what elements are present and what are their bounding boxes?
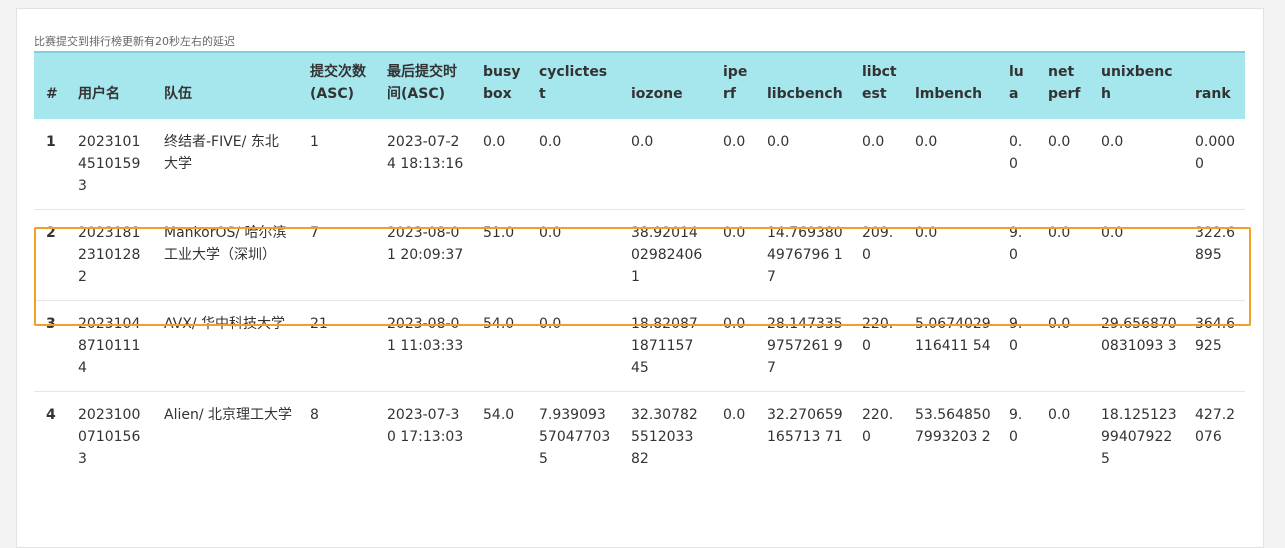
cell-cyclictest: 7.93909357047703 5 [527, 391, 619, 482]
cell-username: 20231014510159 3 [78, 134, 141, 194]
cell-iozone: 38.92014029824061 [619, 209, 711, 301]
cell-iperf: 0.0 [711, 209, 755, 301]
cell-submissions: 21 [298, 300, 375, 392]
cell-rank: 427.2076 [1183, 391, 1245, 482]
cell-libcbench: 28.1473359757261 97 [755, 300, 850, 392]
cell-last-submit: 2023-07-24 18:13:16 [387, 134, 464, 172]
cell-iozone: 0.0 [631, 134, 654, 150]
cell-unixbench: 0.0 [1101, 134, 1124, 150]
table-row: 2 20231812310128 2 MankorOS/ 哈尔滨工业大学（深圳）… [34, 209, 1245, 301]
cell-iperf: 0.0 [711, 391, 755, 482]
col-header-busybox[interactable]: busybox [471, 51, 527, 119]
col-header-last-submit[interactable]: 最后提交时间(ASC) [375, 51, 471, 119]
cell-lua: 0.0 [1009, 134, 1023, 172]
cell-rank-no: 3 [34, 300, 66, 392]
col-header-unixbench[interactable]: unixbench [1089, 51, 1183, 119]
cell-lua: 9.0 [997, 209, 1036, 301]
cell-libctest: 209.0 [850, 209, 903, 301]
cell-lmbench: 0.0 [903, 209, 997, 301]
cell-netperf: 0.0 [1036, 391, 1089, 482]
cell-netperf: 0.0 [1036, 300, 1089, 392]
cell-libcbench: 32.270659165713 71 [755, 391, 850, 482]
col-header-libcbench[interactable]: libcbench [755, 51, 850, 119]
cell-username: 20231812310128 2 [66, 209, 152, 301]
cell-rank: 0.0000 [1195, 134, 1236, 172]
cell-lmbench: 5.0674029116411 54 [903, 300, 997, 392]
cell-cyclictest: 0.0 [527, 300, 619, 392]
cell-libcbench: 0.0 [767, 134, 790, 150]
col-header-lua[interactable]: lua [997, 51, 1036, 119]
table-row: 1 20231014510159 3 终结者-FIVE/ 东北大学 1 2023… [34, 119, 1245, 210]
table-row: 4 20231000710156 3 Alien/ 北京理工大学 8 2023-… [34, 391, 1245, 482]
cell-libcbench: 14.7693804976796 17 [755, 209, 850, 301]
cell-lua: 9.0 [997, 300, 1036, 392]
cell-submissions: 8 [298, 391, 375, 482]
table-header-row: # 用户名 队伍 提交次数(ASC) 最后提交时间(ASC) busybox c… [34, 51, 1245, 119]
cell-unixbench: 29.6568700831093 3 [1089, 300, 1183, 392]
col-header-submissions[interactable]: 提交次数(ASC) [298, 51, 375, 119]
cell-username: 20231000710156 3 [66, 391, 152, 482]
leaderboard-table: # 用户名 队伍 提交次数(ASC) 最后提交时间(ASC) busybox c… [34, 51, 1245, 482]
cell-libctest: 220.0 [850, 300, 903, 392]
col-header-libctest[interactable]: libctest [850, 51, 903, 119]
cell-team: Alien/ 北京理工大学 [152, 391, 298, 482]
cell-rank: 364.6925 [1183, 300, 1245, 392]
cell-busybox: 51.0 [471, 209, 527, 301]
cell-rank: 322.6895 [1183, 209, 1245, 301]
cell-busybox: 54.0 [471, 391, 527, 482]
col-header-iperf[interactable]: iperf [711, 51, 755, 119]
col-header-rank[interactable]: rank [1183, 51, 1245, 119]
col-header-username[interactable]: 用户名 [66, 51, 152, 119]
cell-submissions: 7 [298, 209, 375, 301]
col-header-rank-no[interactable]: # [34, 51, 66, 119]
cell-libctest: 220.0 [850, 391, 903, 482]
table-row: 3 2023104 87101114 AVX/ 华中科技大学 21 2023-0… [34, 300, 1245, 392]
col-header-iozone[interactable]: iozone [619, 51, 711, 119]
cell-rank-no: 2 [34, 209, 66, 301]
col-header-lmbench[interactable]: lmbench [903, 51, 997, 119]
cell-netperf: 0.0 [1036, 209, 1089, 301]
cell-busybox: 0.0 [483, 134, 506, 150]
cell-submissions: 1 [310, 134, 319, 150]
cell-last-submit: 2023-08-01 11:03:33 [375, 300, 471, 392]
cell-unixbench: 18.12512399407922 5 [1089, 391, 1183, 482]
col-header-team[interactable]: 队伍 [152, 51, 298, 119]
cell-iperf: 0.0 [723, 134, 746, 150]
cell-rank-no: 4 [34, 391, 66, 482]
col-header-netperf[interactable]: netperf [1036, 51, 1089, 119]
cell-team: AVX/ 华中科技大学 [152, 300, 298, 392]
cell-unixbench: 0.0 [1089, 209, 1183, 301]
cell-cyclictest: 0.0 [539, 134, 562, 150]
cell-lua: 9.0 [997, 391, 1036, 482]
cell-rank-no: 1 [46, 134, 56, 150]
cell-last-submit: 2023-08-01 20:09:37 [375, 209, 471, 301]
top-bar [16, 0, 1264, 8]
cell-busybox: 54.0 [471, 300, 527, 392]
cell-cyclictest: 0.0 [527, 209, 619, 301]
cell-iperf: 0.0 [711, 300, 755, 392]
cell-netperf: 0.0 [1048, 134, 1071, 150]
cell-iozone: 18.820871871157 45 [619, 300, 711, 392]
cell-lmbench: 53.5648507993203 2 [903, 391, 997, 482]
cell-lmbench: 0.0 [915, 134, 938, 150]
cell-team: MankorOS/ 哈尔滨工业大学（深圳） [152, 209, 298, 301]
cell-team: 终结者-FIVE/ 东北大学 [164, 134, 279, 172]
update-delay-note: 比赛提交到排行榜更新有20秒左右的延迟 [34, 35, 235, 48]
cell-libctest: 0.0 [862, 134, 885, 150]
cell-iozone: 32.307825512033 82 [619, 391, 711, 482]
cell-username: 2023104 87101114 [66, 300, 152, 392]
col-header-cyclictest[interactable]: cyclictest [527, 51, 619, 119]
cell-last-submit: 2023-07-30 17:13:03 [375, 391, 471, 482]
